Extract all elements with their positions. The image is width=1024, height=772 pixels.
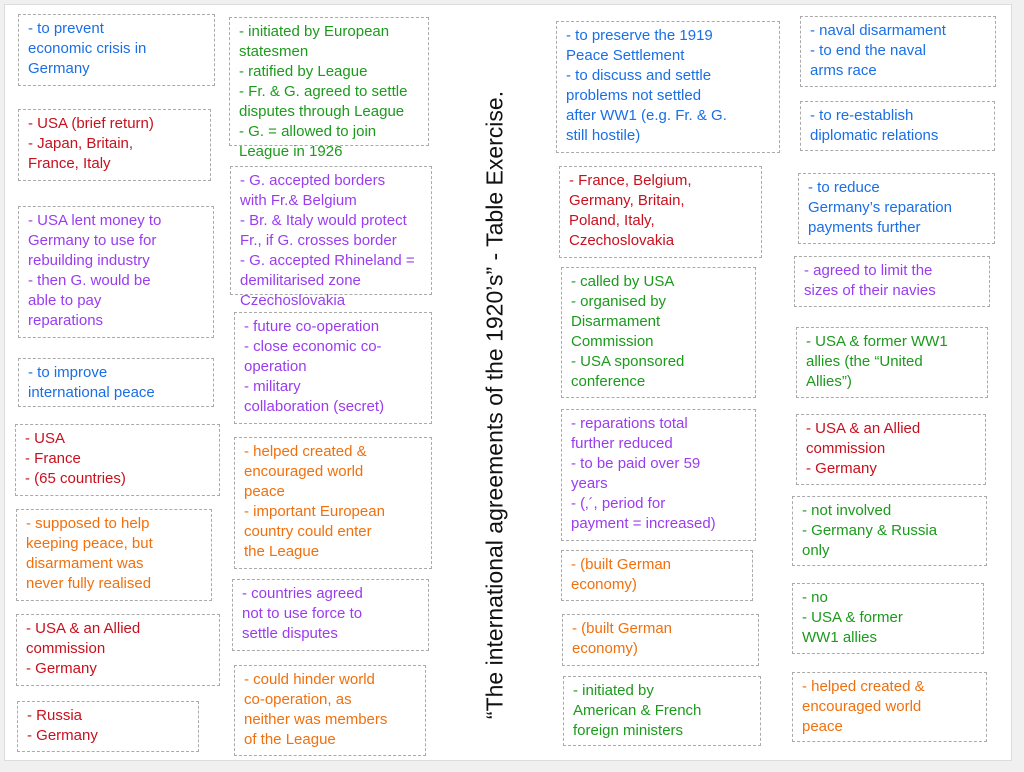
answer-card[interactable]: - not involved - Germany & Russia only: [792, 496, 987, 566]
answer-card[interactable]: - USA & former WW1 allies (the “United A…: [796, 327, 988, 398]
answer-card[interactable]: - to preserve the 1919 Peace Settlement …: [556, 21, 780, 153]
answer-card[interactable]: - naval disarmament - to end the naval a…: [800, 16, 996, 87]
answer-card[interactable]: - could hinder world co-operation, as ne…: [234, 665, 426, 756]
answer-card[interactable]: - USA lent money to Germany to use for r…: [18, 206, 214, 338]
answer-card[interactable]: - USA & an Allied commission - Germany: [796, 414, 986, 485]
answer-card[interactable]: - countries agreed not to use force to s…: [232, 579, 429, 651]
answer-card[interactable]: - France, Belgium, Germany, Britain, Pol…: [559, 166, 762, 258]
answer-card[interactable]: - no - USA & former WW1 allies: [792, 583, 984, 654]
answer-card[interactable]: - reparations total further reduced - to…: [561, 409, 756, 541]
answer-card[interactable]: - initiated by American & French foreign…: [563, 676, 761, 746]
answer-card[interactable]: - to prevent economic crisis in Germany: [18, 14, 215, 86]
answer-card[interactable]: - initiated by European statesmen - rati…: [229, 17, 429, 160]
answer-card[interactable]: - (built German economy): [561, 550, 753, 601]
answer-card[interactable]: - called by USA - organised by Disarmame…: [561, 267, 756, 398]
answer-card[interactable]: - to reduce Germany’s reparation payment…: [798, 173, 995, 244]
answer-card[interactable]: - USA & an Allied commission - Germany: [16, 614, 220, 686]
answer-card[interactable]: - USA - France - (65 countries): [15, 424, 220, 496]
answer-card[interactable]: - agreed to limit the sizes of their nav…: [794, 256, 990, 307]
answer-card[interactable]: - USA (brief return) - Japan, Britain, F…: [18, 109, 211, 181]
answer-card[interactable]: - helped created & encouraged world peac…: [792, 672, 987, 742]
slide-title: “The international agreements of the 192…: [481, 90, 508, 720]
slide: “The international agreements of the 192…: [4, 4, 1012, 761]
answer-card[interactable]: - G. accepted borders with Fr.& Belgium …: [230, 166, 432, 309]
answer-card[interactable]: - (built German economy): [562, 614, 759, 666]
answer-card[interactable]: - future co-operation - close economic c…: [234, 312, 432, 424]
answer-card[interactable]: - to improve international peace: [18, 358, 214, 407]
answer-card[interactable]: - Russia - Germany: [17, 701, 199, 752]
answer-card[interactable]: - supposed to help keeping peace, but di…: [16, 509, 212, 601]
answer-card[interactable]: - helped created & encouraged world peac…: [234, 437, 432, 569]
answer-card[interactable]: - to re-establish diplomatic relations: [800, 101, 995, 151]
